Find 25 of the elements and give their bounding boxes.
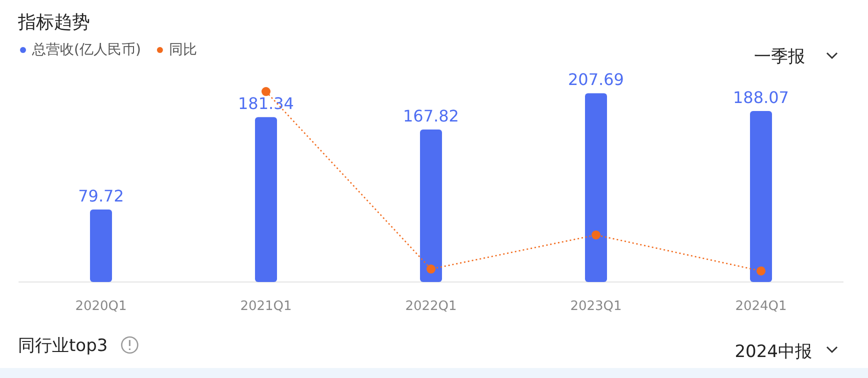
data-label: 188.07 xyxy=(733,88,789,108)
bar xyxy=(420,129,442,282)
point xyxy=(426,264,436,274)
x-tick-label: 2024Q1 xyxy=(735,299,787,314)
data-label: 181.34 xyxy=(238,94,294,114)
x-tick-label: 2021Q1 xyxy=(240,299,292,314)
text: 同行业top3 xyxy=(18,336,108,356)
x-tick-label: 2023Q1 xyxy=(570,299,622,314)
bar xyxy=(750,111,772,282)
x-tick-label: 2022Q1 xyxy=(405,299,457,314)
data-label: 207.69 xyxy=(568,70,624,90)
bar xyxy=(585,93,607,282)
chart-title: 指标趋势 xyxy=(17,12,90,33)
bar xyxy=(255,117,277,282)
point xyxy=(592,230,600,240)
legend-label: 总营收(亿人民币) xyxy=(31,42,141,58)
text: 一季报 xyxy=(754,47,805,67)
x-tick-label: 2020Q1 xyxy=(75,299,127,314)
data-label: 167.82 xyxy=(403,106,459,126)
point xyxy=(262,87,270,96)
text: 2024中报 xyxy=(734,342,812,362)
point xyxy=(756,266,766,276)
data-label: 79.72 xyxy=(78,186,124,206)
legend-label: 同比 xyxy=(168,42,197,58)
bar xyxy=(90,210,112,282)
